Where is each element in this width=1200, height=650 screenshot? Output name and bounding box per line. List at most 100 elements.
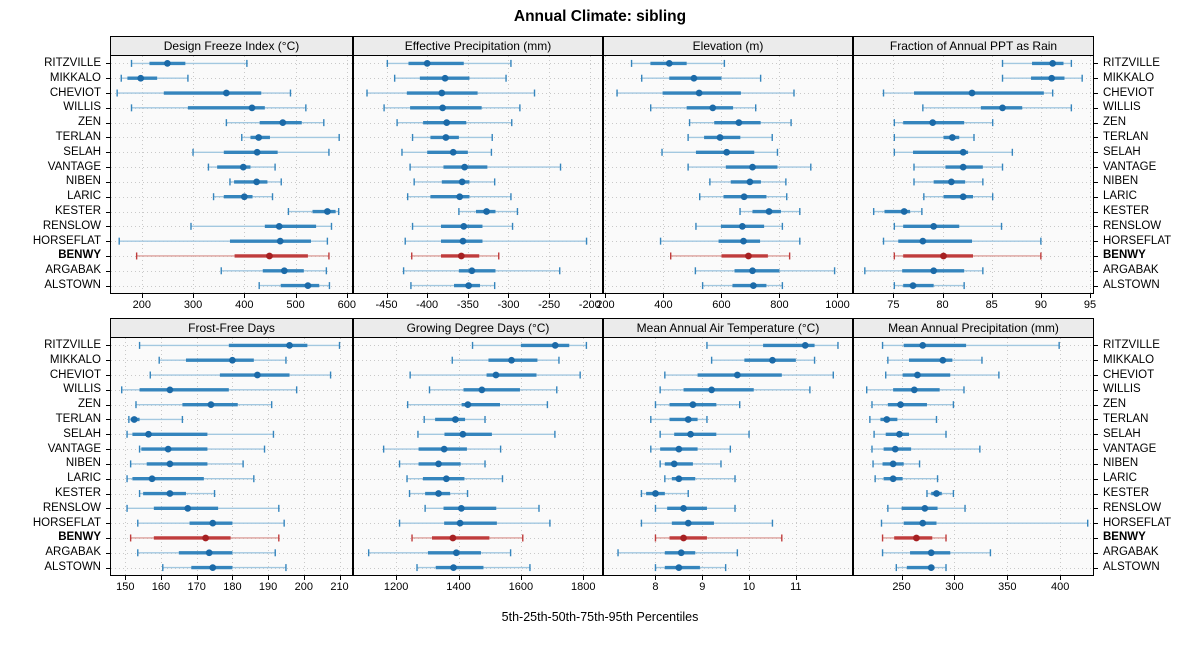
station-tick xyxy=(106,241,110,243)
series-cheviot xyxy=(409,371,581,379)
median-dot-alstown xyxy=(450,564,457,571)
x-axis-elevation-m: 200 400 600 800 1000 xyxy=(596,294,853,318)
series-zen xyxy=(135,401,273,409)
median-dot-benwy xyxy=(266,252,273,260)
x-axis-mean-annual-air-temperature-c: 8 9 10 11 xyxy=(603,576,853,600)
spacer xyxy=(1094,576,1200,600)
median-dot-willis xyxy=(166,386,174,394)
median-dot-benwy xyxy=(745,252,752,260)
panel-svg-elevation-m xyxy=(604,56,852,293)
median-dot-selah xyxy=(687,430,694,438)
median-dot-mikkalo xyxy=(690,74,698,82)
median-dot-terlan xyxy=(451,416,459,423)
station-label-benwy: BENWY xyxy=(58,249,101,262)
station-labels-left: RITZVILLE MIKKALO CHEVIOT WILLIS ZEN TERLAN SE… xyxy=(0,56,110,294)
median-dot-renslow xyxy=(680,504,687,512)
x-tick-label: 1400 xyxy=(446,581,471,593)
station-label-mikkalo: MIKKALO xyxy=(1103,71,1155,84)
station-tick xyxy=(1094,78,1098,80)
x-tick-label: 500 xyxy=(286,299,305,311)
series-renslow xyxy=(411,222,514,230)
series-willis xyxy=(865,386,965,394)
series-cheviot xyxy=(616,89,795,97)
x-tick-mark xyxy=(795,576,797,580)
x-tick-label: 200 xyxy=(596,299,615,311)
series-ritzville xyxy=(386,59,512,67)
station-tick xyxy=(1094,196,1098,198)
station-tick xyxy=(106,63,110,65)
median-dot-vantage xyxy=(749,163,756,171)
series-vantage xyxy=(687,163,812,171)
x-tick-mark xyxy=(427,294,429,298)
series-argabak xyxy=(402,267,561,275)
x-tick-label: 1200 xyxy=(383,581,409,593)
median-dot-terlan xyxy=(883,416,891,423)
x-tick-label: 350 xyxy=(998,581,1017,593)
station-tick xyxy=(106,404,110,406)
median-dot-vantage xyxy=(461,163,468,171)
series-laric xyxy=(664,475,736,483)
median-dot-mikkalo xyxy=(769,356,776,364)
panel-svg-mean-annual-precipitation-mm xyxy=(854,338,1093,575)
station-label-terlan: TERLAN xyxy=(1103,130,1149,143)
median-dot-zen xyxy=(443,119,451,127)
x-tick-mark xyxy=(589,294,591,298)
median-dot-alstown xyxy=(909,282,917,289)
station-tick xyxy=(1094,419,1098,421)
series-willis xyxy=(383,104,521,112)
station-label-willis: WILLIS xyxy=(1103,383,1141,396)
station-label-alstown: ALSTOWN xyxy=(1103,279,1160,292)
series-zen xyxy=(396,119,513,127)
median-dot-niben xyxy=(670,460,678,468)
station-tick xyxy=(106,226,110,228)
station-tick xyxy=(106,345,110,347)
strip-effective-precipitation-mm: Effective Precipitation (mm) xyxy=(353,36,603,56)
median-dot-argabak xyxy=(927,549,935,557)
x-tick-label: 8 xyxy=(652,581,659,593)
median-dot-ritzville xyxy=(919,342,927,349)
series-kester xyxy=(287,208,340,216)
median-dot-zen xyxy=(689,401,697,409)
series-argabak xyxy=(367,549,512,557)
x-tick-label: -250 xyxy=(538,299,561,311)
median-dot-renslow xyxy=(460,222,468,230)
station-tick xyxy=(1094,523,1098,525)
station-tick xyxy=(1094,552,1098,554)
median-dot-zen xyxy=(207,401,215,409)
series-cheviot xyxy=(366,89,536,97)
median-dot-argabak xyxy=(452,549,460,557)
median-dot-zen xyxy=(897,401,904,409)
series-terlan xyxy=(241,133,340,141)
median-dot-alstown xyxy=(675,564,683,571)
x-tick-mark xyxy=(655,576,657,580)
station-tick xyxy=(106,537,110,539)
panel-fraction-of-annual-ppt-as-rain xyxy=(853,56,1094,294)
median-dot-willis xyxy=(709,104,717,112)
panel-frost-free-days xyxy=(110,338,353,576)
median-dot-kester xyxy=(435,490,442,497)
axis-caption: 5th-25th-50th-75th-95th Percentiles xyxy=(501,610,699,624)
median-dot-mikkalo xyxy=(508,356,515,364)
median-dot-renslow xyxy=(921,504,929,512)
median-dot-zen xyxy=(464,401,472,409)
station-tick xyxy=(106,360,110,362)
station-label-mikkalo: MIKKALO xyxy=(49,71,101,84)
station-tick xyxy=(106,211,110,213)
series-horseflat xyxy=(640,519,774,527)
median-dot-horseflat xyxy=(919,519,927,527)
x-tick-label: 10 xyxy=(742,581,756,593)
series-selah xyxy=(659,430,750,438)
median-dot-laric xyxy=(148,475,156,483)
x-tick-mark xyxy=(1060,576,1062,580)
x-tick-label: 90 xyxy=(1034,299,1047,311)
station-tick xyxy=(106,567,110,569)
series-willis xyxy=(130,104,307,112)
median-dot-niben xyxy=(166,460,174,468)
median-dot-horseflat xyxy=(456,519,464,527)
median-dot-kester xyxy=(166,490,174,497)
median-dot-laric xyxy=(959,193,967,201)
station-tick xyxy=(106,196,110,198)
series-terlan xyxy=(687,133,773,141)
station-labels-right: RITZVILLE MIKKALO CHEVIOT WILLIS ZEN TERLAN SE… xyxy=(1094,338,1200,576)
series-horseflat xyxy=(118,237,329,245)
